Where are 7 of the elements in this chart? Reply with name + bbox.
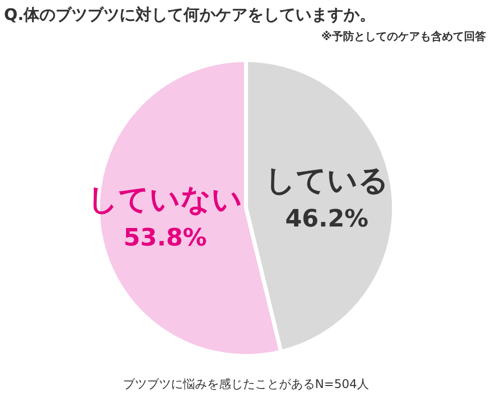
data-label: 46.2% [285,204,368,232]
text: ブツブツに悩みを感じたことがあるN=504人 [123,377,369,391]
data-label: 53.8% [124,224,207,252]
slice-label: している [264,163,389,198]
chart-title: Q.体のブツブツに対して何かケアをしていますか。 [4,5,376,24]
slice-label: していない [88,182,243,218]
chart-subtitle: ※予防としてのケアも含めて回答 [321,30,487,43]
